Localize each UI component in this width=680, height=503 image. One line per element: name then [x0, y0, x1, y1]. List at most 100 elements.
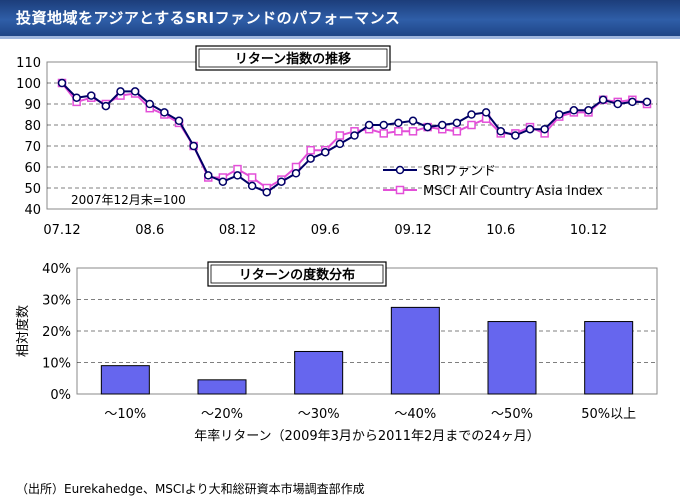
msci-data-point — [306, 145, 315, 155]
msci-data-point — [379, 129, 388, 138]
bar-x-tick-label: ～30% — [298, 407, 340, 422]
line-x-tick-label: 09.12 — [394, 223, 431, 238]
sri-data-point — [569, 106, 579, 115]
legend-sri-label: SRIファンド — [423, 164, 496, 179]
sri-data-point — [291, 169, 301, 178]
line-x-tick-label: 09.6 — [311, 223, 340, 238]
source-note: （出所）Eurekahedge、MSCIより大和総研資本市場調査部作成 — [16, 482, 365, 496]
sri-data-point — [204, 171, 213, 180]
sri-data-point — [555, 110, 564, 119]
title-banner: 投資地域をアジアとするSRIファンドのパフォーマンス — [0, 0, 680, 39]
sri-data-point — [130, 87, 140, 96]
bar-x-tick-label: ～20% — [201, 407, 243, 422]
sri-data-point — [408, 116, 418, 126]
bar-x-tick-label: ～50% — [491, 407, 533, 422]
line-x-tick-label: 10.12 — [570, 223, 607, 238]
sri-data-point — [438, 120, 447, 130]
sri-data-point — [511, 131, 520, 140]
line-y-tick-label: 110 — [16, 56, 41, 71]
bar — [294, 350, 344, 395]
msci-data-point — [335, 131, 345, 140]
sri-data-point — [101, 101, 111, 111]
line-y-tick-label: 50 — [24, 182, 41, 197]
msci-data-point — [467, 120, 476, 130]
msci-data-point — [452, 127, 462, 136]
bar-title-inner-frame — [210, 264, 384, 284]
line-y-tick-labels: 110 100 90 80 70 60 50 40 — [16, 56, 41, 218]
sri-data-point — [452, 118, 462, 128]
line-x-tick-labels: 07.12 08.6 08.12 09.6 09.12 10.6 10.12 — [43, 223, 607, 238]
bar — [390, 306, 440, 395]
bar-y-tick-label: 40% — [42, 262, 71, 277]
bar-y-tick-label: 0% — [50, 388, 71, 403]
line-x-tick-label: 08.6 — [135, 223, 164, 238]
sri-data-point — [87, 91, 96, 100]
sri-data-point — [306, 154, 315, 163]
legend-sri-marker — [395, 165, 405, 175]
line-title-inner-frame — [198, 48, 388, 68]
bar — [197, 379, 247, 395]
sri-data-point — [233, 171, 242, 180]
bar-y-axis-label: 相対度数 — [15, 305, 31, 357]
bar-chart: 40% 30% 20% 10% 0% ～10% ～20% ～30% ～40% ～50% 50%以上… — [15, 261, 658, 444]
line-y-tick-label: 80 — [24, 119, 41, 134]
bar-chart-title: リターンの度数分布 — [239, 267, 355, 283]
sri-data-point — [189, 141, 198, 151]
sri-data-point — [467, 110, 476, 119]
sri-data-point — [335, 139, 345, 149]
sri-data-point — [496, 127, 505, 136]
sri-data-point — [116, 87, 125, 96]
legend-msci-label: MSCI All Country Asia Index — [423, 184, 603, 199]
legend-msci-marker — [395, 185, 405, 195]
line-series-group — [57, 78, 652, 197]
sri-data-point — [423, 122, 432, 132]
sri-data-point — [394, 118, 403, 128]
msci-data-point — [247, 173, 257, 182]
line-y-tick-label: 40 — [24, 203, 41, 218]
sri-data-point — [642, 97, 652, 107]
bar-x-axis-label: 年率リターン（2009年3月から2011年2月までの24ヶ月） — [194, 428, 540, 444]
bar-x-tick-label: 50%以上 — [581, 407, 636, 422]
sri-data-point — [584, 106, 593, 115]
sri-data-point — [160, 108, 169, 117]
bar-x-tick-label: ～40% — [394, 407, 436, 422]
line-y-tick-label: 60 — [24, 161, 41, 176]
line-annotation: 2007年12月末=100 — [71, 193, 186, 207]
sri-data-point — [321, 148, 330, 157]
sri-data-point — [350, 131, 359, 140]
line-x-tick-label: 07.12 — [43, 223, 80, 238]
line-legend: SRIファンド MSCI All Country Asia Index — [383, 164, 603, 199]
line-x-tick-label: 10.6 — [486, 223, 515, 238]
line-y-tick-label: 90 — [24, 98, 41, 113]
msci-data-point — [408, 127, 418, 136]
line-chart-title: リターン指数の推移 — [235, 51, 351, 67]
msci-data-point — [394, 127, 403, 136]
bar-y-tick-label: 20% — [42, 325, 71, 340]
line-y-tick-label: 100 — [16, 77, 41, 92]
sri-data-point — [247, 181, 257, 191]
line-x-tick-label: 08.12 — [219, 223, 256, 238]
bar-x-tick-labels: ～10% ～20% ～30% ～40% ～50% 50%以上 — [104, 407, 636, 422]
bar — [100, 365, 150, 395]
sri-data-point — [174, 116, 184, 126]
sri-data-point — [145, 99, 154, 109]
sri-data-point — [379, 120, 388, 130]
sri-data-point — [57, 78, 67, 88]
bar-y-tick-label: 10% — [42, 357, 71, 372]
sri-data-point — [277, 177, 286, 186]
bar-series-group — [100, 306, 634, 395]
page-title: 投資地域をアジアとするSRIファンドのパフォーマンス — [16, 9, 401, 27]
sri-data-point — [262, 187, 271, 197]
sri-data-point — [613, 99, 622, 109]
sri-data-point — [598, 95, 608, 105]
sri-data-point — [481, 108, 491, 117]
sri-data-point — [72, 93, 81, 102]
bar — [487, 321, 537, 395]
bar-y-tick-label: 30% — [42, 294, 71, 309]
line-chart: 110 100 90 80 70 60 50 40 07.12 08.6 08.12 09.6 09.… — [16, 45, 658, 238]
bar — [584, 321, 634, 395]
sri-data-point — [540, 124, 549, 134]
sri-data-point — [218, 177, 228, 186]
bar-grid — [77, 299, 657, 363]
